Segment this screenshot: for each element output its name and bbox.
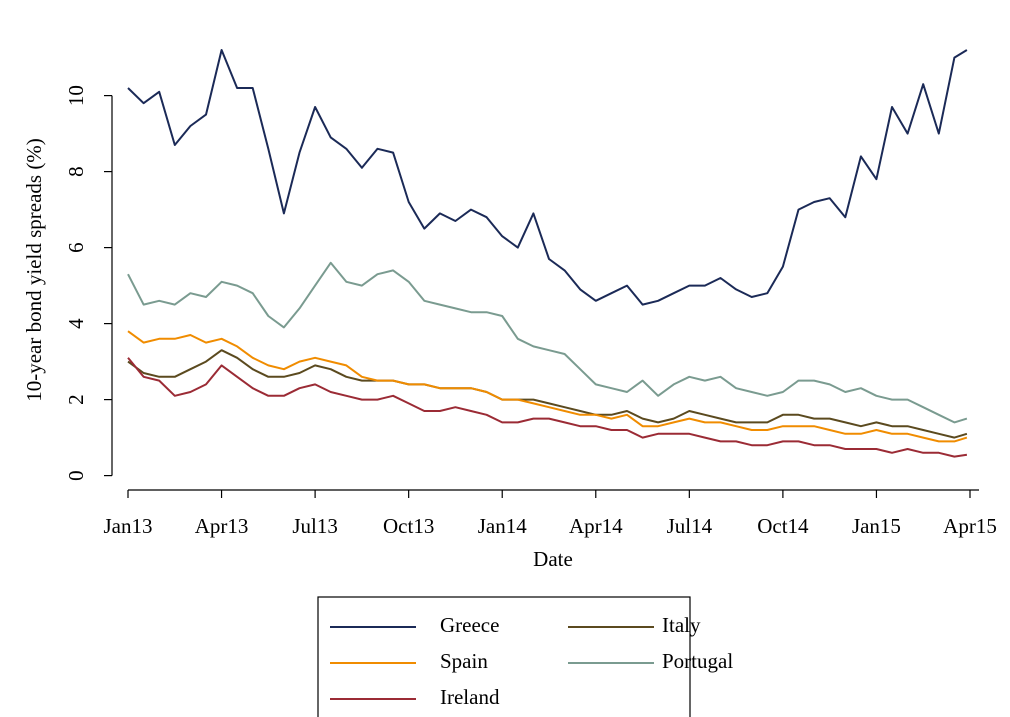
x-tick-label: Jul13 [292, 514, 338, 538]
y-tick-label: 6 [64, 242, 88, 253]
legend-label: Ireland [440, 685, 500, 709]
x-tick-label: Jan14 [478, 514, 527, 538]
legend-label: Greece [440, 613, 499, 637]
y-tick-label: 4 [64, 318, 88, 329]
x-axis-title: Date [533, 547, 573, 571]
series-line [127, 261, 968, 424]
y-tick-label: 0 [64, 470, 88, 481]
legend-label: Italy [662, 613, 701, 637]
x-tick-label: Oct13 [383, 514, 434, 538]
legend-box [317, 596, 691, 717]
y-tick-label: 2 [64, 394, 88, 405]
y-tick-label: 10 [64, 85, 88, 106]
y-tick-label: 8 [64, 166, 88, 177]
legend-label: Spain [440, 649, 488, 673]
x-tick-label: Apr15 [943, 514, 997, 538]
series-line [127, 349, 968, 439]
x-tick-label: Jan13 [104, 514, 153, 538]
series-line [127, 330, 968, 443]
series-line [127, 49, 968, 306]
x-tick-label: Apr14 [569, 514, 623, 538]
y-axis-title: 10-year bond yield spreads (%) [22, 138, 46, 402]
legend-label: Portugal [662, 649, 733, 673]
x-tick-label: Apr13 [195, 514, 249, 538]
series-line [127, 357, 968, 458]
x-tick-label: Jan15 [852, 514, 901, 538]
x-tick-label: Oct14 [757, 514, 809, 538]
x-tick-label: Jul14 [667, 514, 713, 538]
